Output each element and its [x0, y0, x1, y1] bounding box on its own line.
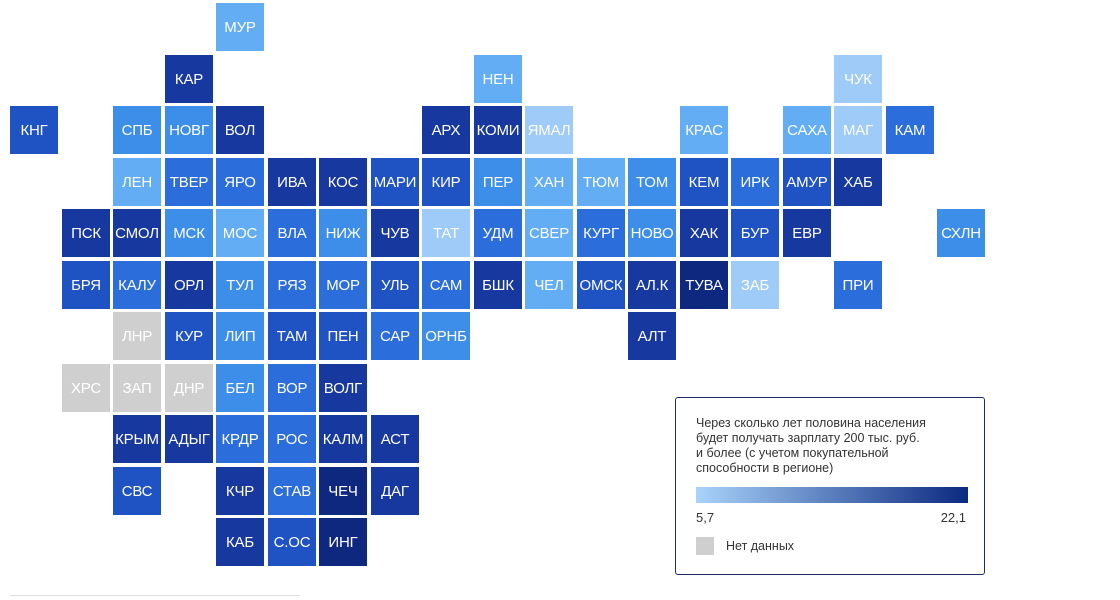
legend: Через сколько лет половина населения буд…: [675, 397, 985, 575]
region-tile: ДАГ: [371, 467, 419, 515]
region-tile: ОРЛ: [165, 261, 213, 309]
region-tile: КЧР: [216, 467, 264, 515]
region-tile: С.ОС: [268, 518, 316, 566]
region-tile: БШК: [474, 261, 522, 309]
region-tile: ЧЕЧ: [319, 467, 367, 515]
legend-nodata-label: Нет данных: [726, 539, 795, 553]
region-tile: АСТ: [371, 415, 419, 463]
region-tile: КРДР: [216, 415, 264, 463]
region-tile: МАРИ: [371, 158, 419, 206]
region-tile: ТАМ: [268, 312, 316, 360]
region-tile: СМОЛ: [113, 209, 161, 257]
region-tile: САР: [371, 312, 419, 360]
region-tile: ЗАБ: [731, 261, 779, 309]
region-tile: УЛЬ: [371, 261, 419, 309]
region-tile: ТАТ: [422, 209, 470, 257]
region-tile: КОС: [319, 158, 367, 206]
region-tile: КАЛМ: [319, 415, 367, 463]
region-tile: ОМСК: [577, 261, 625, 309]
region-tile: КИР: [422, 158, 470, 206]
region-tile: ЯМАЛ: [525, 106, 573, 154]
region-tile: САХА: [783, 106, 831, 154]
region-tile: ПЕН: [319, 312, 367, 360]
region-tile: СПБ: [113, 106, 161, 154]
region-tile: ВОР: [268, 364, 316, 412]
region-tile: БРЯ: [62, 261, 110, 309]
region-tile: ВЛА: [268, 209, 316, 257]
region-tile: РЯЗ: [268, 261, 316, 309]
region-tile: КАБ: [216, 518, 264, 566]
region-tile: ДНР: [165, 364, 213, 412]
region-tile: КНГ: [10, 106, 58, 154]
region-tile: ТУВА: [680, 261, 728, 309]
region-tile: ЕВР: [783, 209, 831, 257]
region-tile: БУР: [731, 209, 779, 257]
region-tile: СВЕР: [525, 209, 573, 257]
region-tile: БЕЛ: [216, 364, 264, 412]
region-tile: КАМ: [886, 106, 934, 154]
legend-color-scale: [696, 487, 968, 503]
region-tile: ЧЕЛ: [525, 261, 573, 309]
region-tile: НОВО: [628, 209, 676, 257]
region-tile: УДМ: [474, 209, 522, 257]
region-tile: КАР: [165, 55, 213, 103]
region-tile: АЛ.К: [628, 261, 676, 309]
region-tile: ИРК: [731, 158, 779, 206]
region-tile: ЛИП: [216, 312, 264, 360]
region-tile: КУРГ: [577, 209, 625, 257]
region-tile: ВОЛ: [216, 106, 264, 154]
region-tile: СВС: [113, 467, 161, 515]
legend-nodata-swatch: [696, 537, 714, 555]
region-tile: ПРИ: [834, 261, 882, 309]
region-tile: САМ: [422, 261, 470, 309]
region-tile: ВОЛГ: [319, 364, 367, 412]
region-tile: РОС: [268, 415, 316, 463]
region-tile: НЕН: [474, 55, 522, 103]
region-tile: ПЕР: [474, 158, 522, 206]
region-tile: ЛНР: [113, 312, 161, 360]
region-tile: ИНГ: [319, 518, 367, 566]
region-tile: ТВЕР: [165, 158, 213, 206]
region-tile: АРХ: [422, 106, 470, 154]
region-tile: ЯРО: [216, 158, 264, 206]
legend-title: Через сколько лет половина населения буд…: [696, 416, 926, 475]
region-tile: МОР: [319, 261, 367, 309]
legend-min-label: 5,7: [696, 510, 715, 525]
region-tile: НОВГ: [165, 106, 213, 154]
region-tile: ЧУВ: [371, 209, 419, 257]
region-tile: ТУЛ: [216, 261, 264, 309]
region-tile: КУР: [165, 312, 213, 360]
region-tile: ХРС: [62, 364, 110, 412]
region-tile: НИЖ: [319, 209, 367, 257]
region-tile: МОС: [216, 209, 264, 257]
region-tile: КРАС: [680, 106, 728, 154]
region-tile: ХАН: [525, 158, 573, 206]
region-tile: МАГ: [834, 106, 882, 154]
region-tile: ПСК: [62, 209, 110, 257]
region-tile: ХАБ: [834, 158, 882, 206]
region-tile: КАЛУ: [113, 261, 161, 309]
region-tile: МСК: [165, 209, 213, 257]
region-tile: ЧУК: [834, 55, 882, 103]
region-tile: ЛЕН: [113, 158, 161, 206]
region-tile: МУР: [216, 3, 264, 51]
region-tile: КРЫМ: [113, 415, 161, 463]
legend-max-label: 22,1: [940, 510, 966, 525]
region-tile: ОРНБ: [422, 312, 470, 360]
region-tile: ИВА: [268, 158, 316, 206]
region-tile: СТАВ: [268, 467, 316, 515]
region-tile: КЕМ: [680, 158, 728, 206]
region-tile: ТЮМ: [577, 158, 625, 206]
region-tile: СХЛН: [937, 209, 985, 257]
divider: [10, 595, 300, 596]
region-tile: ЗАП: [113, 364, 161, 412]
region-tile: ТОМ: [628, 158, 676, 206]
region-tile: АМУР: [783, 158, 831, 206]
region-tile: АДЫГ: [165, 415, 213, 463]
region-tile: ХАК: [680, 209, 728, 257]
region-tile: КОМИ: [474, 106, 522, 154]
region-tile: АЛТ: [628, 312, 676, 360]
